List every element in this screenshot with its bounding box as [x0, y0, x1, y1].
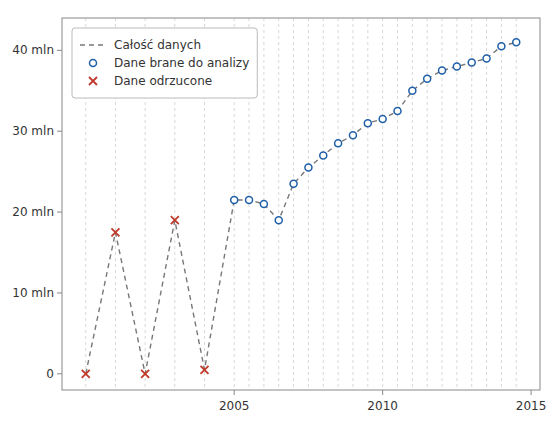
circle-marker — [364, 120, 371, 127]
grid-line — [367, 18, 368, 390]
plot-frame — [62, 18, 540, 390]
y-tick — [57, 373, 62, 374]
circle-marker — [439, 67, 446, 74]
circle-marker — [290, 180, 297, 187]
grid-line — [382, 18, 383, 390]
y-tick — [57, 212, 62, 213]
circle-marker — [424, 75, 431, 82]
x-marker — [111, 228, 119, 236]
circle-marker — [409, 87, 416, 94]
legend-swatch — [90, 60, 97, 67]
legend-box — [72, 28, 257, 98]
y-tick-label: 10 mln — [12, 286, 54, 300]
chart: 2005 2010 2015 0 10 mln 20 mln 30 mln 40 mln Cał… — [0, 0, 558, 430]
y-tick — [57, 292, 62, 293]
y-tick-label: 30 mln — [12, 124, 54, 138]
legend-swatch — [80, 44, 106, 45]
grid-line — [471, 18, 472, 390]
circle-marker — [335, 140, 342, 147]
grid-line — [352, 18, 353, 390]
legend-label: Dane brane do analizy — [114, 56, 249, 70]
y-tick-label: 40 mln — [12, 43, 54, 57]
chart-container: 2005 2010 2015 0 10 mln 20 mln 30 mln 40 mln Cał… — [0, 0, 558, 430]
grid-line — [338, 18, 339, 390]
x-tick-label: 2010 — [367, 399, 398, 413]
circle-marker — [349, 132, 356, 139]
x-marker — [82, 370, 90, 378]
circle-marker — [453, 63, 460, 70]
grid — [86, 18, 516, 390]
x-tick — [234, 390, 235, 395]
grid-line — [501, 18, 502, 390]
grid-line — [516, 18, 517, 390]
legend-swatch — [89, 77, 97, 85]
grid-line — [486, 18, 487, 390]
x-tick — [382, 390, 383, 395]
circle-marker — [275, 217, 282, 224]
x-marker — [171, 216, 179, 224]
circle-marker — [320, 152, 327, 159]
y-tick — [57, 131, 62, 132]
grid-line — [456, 18, 457, 390]
axes: 2005 2010 2015 0 10 mln 20 mln 30 mln 40 mln — [12, 43, 546, 413]
circle-marker — [513, 39, 520, 46]
circle-marker — [260, 201, 267, 208]
plot-background — [62, 18, 540, 390]
x-marker — [141, 370, 149, 378]
y-tick-label: 0 — [46, 367, 54, 381]
x-tick — [531, 390, 532, 395]
legend: Całość danych Dane brane do analizy Dane o… — [72, 28, 257, 98]
legend-label: Dane odrzucone — [114, 74, 212, 88]
grid-line — [412, 18, 413, 390]
circle-marker — [379, 116, 386, 123]
circle-marker — [231, 196, 238, 203]
y-tick — [57, 50, 62, 51]
circle-marker — [498, 43, 505, 50]
circle-marker — [483, 55, 490, 62]
circle-marker — [468, 59, 475, 66]
grid-line — [293, 18, 294, 390]
grid-line — [427, 18, 428, 390]
circle-marker — [246, 196, 253, 203]
circle-marker — [305, 164, 312, 171]
x-marker — [201, 366, 209, 374]
grid-line — [278, 18, 279, 390]
x-tick-label: 2015 — [516, 399, 547, 413]
grid-line — [308, 18, 309, 390]
x-tick-label: 2005 — [219, 399, 250, 413]
grid-line — [397, 18, 398, 390]
grid-line — [323, 18, 324, 390]
legend-label: Całość danych — [114, 38, 201, 52]
y-tick-label: 20 mln — [12, 205, 54, 219]
circle-marker — [394, 108, 401, 115]
